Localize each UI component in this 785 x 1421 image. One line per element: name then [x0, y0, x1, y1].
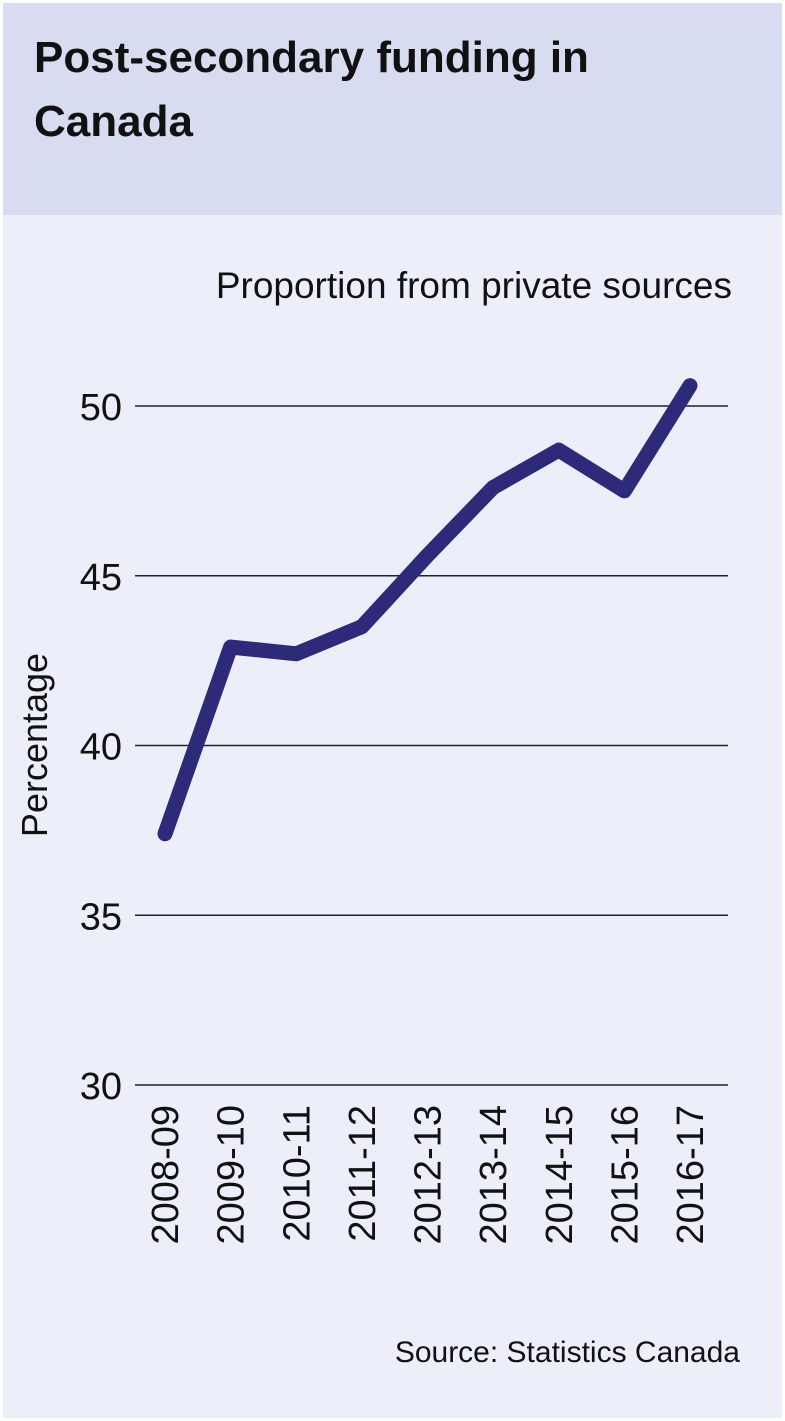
- chart-subtitle: Proportion from private sources: [216, 265, 732, 306]
- x-tick-label: 2010-11: [276, 1105, 318, 1242]
- x-tick-label: 2009-10: [211, 1105, 253, 1244]
- x-tick-label: 2015-16: [604, 1105, 646, 1244]
- data-line: [157, 378, 698, 842]
- chart-title: Post-secondary funding in Canada: [34, 33, 589, 146]
- x-tick-label: 2016-17: [670, 1105, 712, 1244]
- y-tick-label: 35: [80, 896, 122, 938]
- y-tick-label: 45: [80, 557, 122, 599]
- chart-background: [3, 215, 782, 1418]
- x-tick-label: 2012-13: [408, 1105, 450, 1244]
- x-tick-label: 2013-14: [473, 1105, 515, 1244]
- y-tick-label: 50: [80, 387, 122, 429]
- header-band: [3, 3, 782, 215]
- y-axis-label: Percentage: [14, 653, 55, 837]
- y-tick-label: 40: [80, 727, 122, 769]
- source-note: Source: Statistics Canada: [395, 1336, 740, 1369]
- y-tick-label: 30: [80, 1066, 122, 1108]
- x-tick-label: 2008-09: [145, 1105, 187, 1244]
- x-tick-label: 2011-12: [342, 1105, 384, 1242]
- x-tick-label: 2014-15: [539, 1105, 581, 1244]
